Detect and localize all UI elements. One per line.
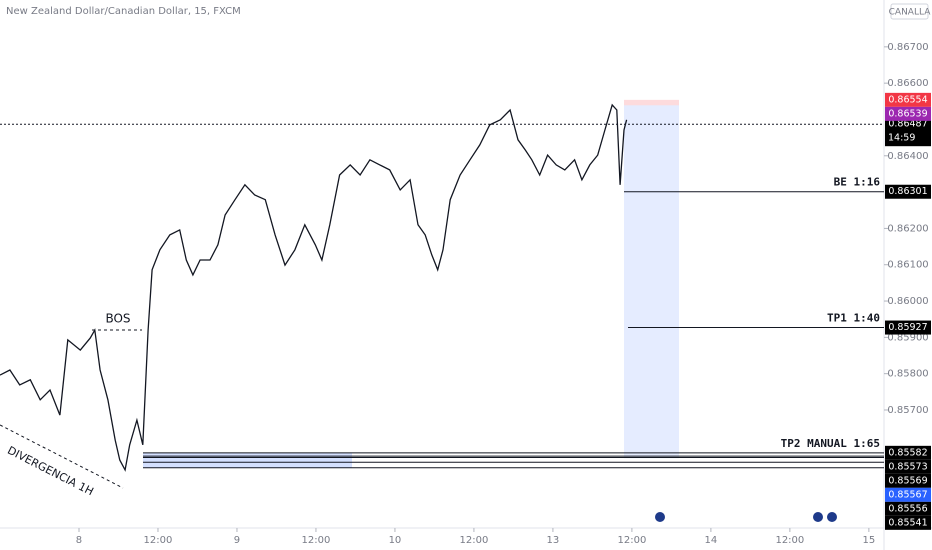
badge[interactable]: CANALLA [889,8,932,18]
badge-box[interactable] [890,3,929,20]
y-tick-label: 0.85700 [887,405,928,416]
target-zone [624,105,679,459]
y-tick-label: 0.86100 [887,260,928,271]
x-tick-label: 10 [389,535,402,546]
price-line [0,103,628,472]
level-label: TP2 MANUAL 1:65 [781,437,880,450]
demand-zone [143,452,352,468]
price-label-box [885,184,931,199]
x-tick-label: 14 [705,535,718,546]
y-tick-label: 0.86200 [887,223,928,234]
stop-zone [624,99,679,106]
x-tick-label: 13 [547,535,560,546]
price-label: 0.86554 [888,94,927,105]
last-price-box [885,116,931,147]
x-tick-label: 9 [234,535,240,546]
x-tick-label: 15 [862,535,875,546]
price-label-box [885,92,931,107]
price-label-box [885,501,931,516]
price-label-box [885,106,931,121]
x-tick-label: 12:00 [775,535,804,546]
x-tick-label: 12:00 [144,535,173,546]
x-tick-label: 12:00 [617,535,646,546]
price-label: 0.85569 [888,475,927,486]
price-label: 0.85556 [888,503,927,514]
event-icon[interactable] [813,512,823,522]
event-icon[interactable] [827,512,837,522]
price-label-box [885,515,931,530]
price-label: 0.85567 [888,489,927,500]
price-label: 0.85541 [888,517,927,528]
y-tick-label: 0.86400 [887,151,928,162]
bos-label: BOS [105,312,130,326]
y-tick-label: 0.86000 [887,296,928,307]
last-price-label: 0.86487 [888,119,927,130]
level-label: BE 1:16 [834,176,881,189]
x-tick-label: 8 [76,535,82,546]
price-label: 0.85582 [888,447,927,458]
x-tick-label: 12:00 [302,535,331,546]
price-label-box [885,459,931,474]
y-tick-label: 0.86700 [887,42,928,53]
event-icon[interactable] [655,512,665,522]
price-label-box [885,320,931,335]
chart-title: New Zealand Dollar/Canadian Dollar, 15, … [6,6,241,17]
divergence-line [0,424,124,489]
price-label-box [885,473,931,488]
y-tick-label: 0.85800 [887,369,928,380]
price-label-box [885,445,931,460]
y-tick-label: 0.85900 [887,332,928,343]
countdown: 14:59 [888,133,915,144]
y-tick-label: 0.86600 [887,78,928,89]
price-label: 0.85927 [888,322,927,333]
level-label: TP1 1:40 [827,312,880,325]
price-label-box [885,487,931,502]
price-label: 0.85573 [888,461,927,472]
price-label: 0.86539 [888,108,927,119]
price-label: 0.86301 [888,186,927,197]
x-tick-label: 12:00 [460,535,489,546]
